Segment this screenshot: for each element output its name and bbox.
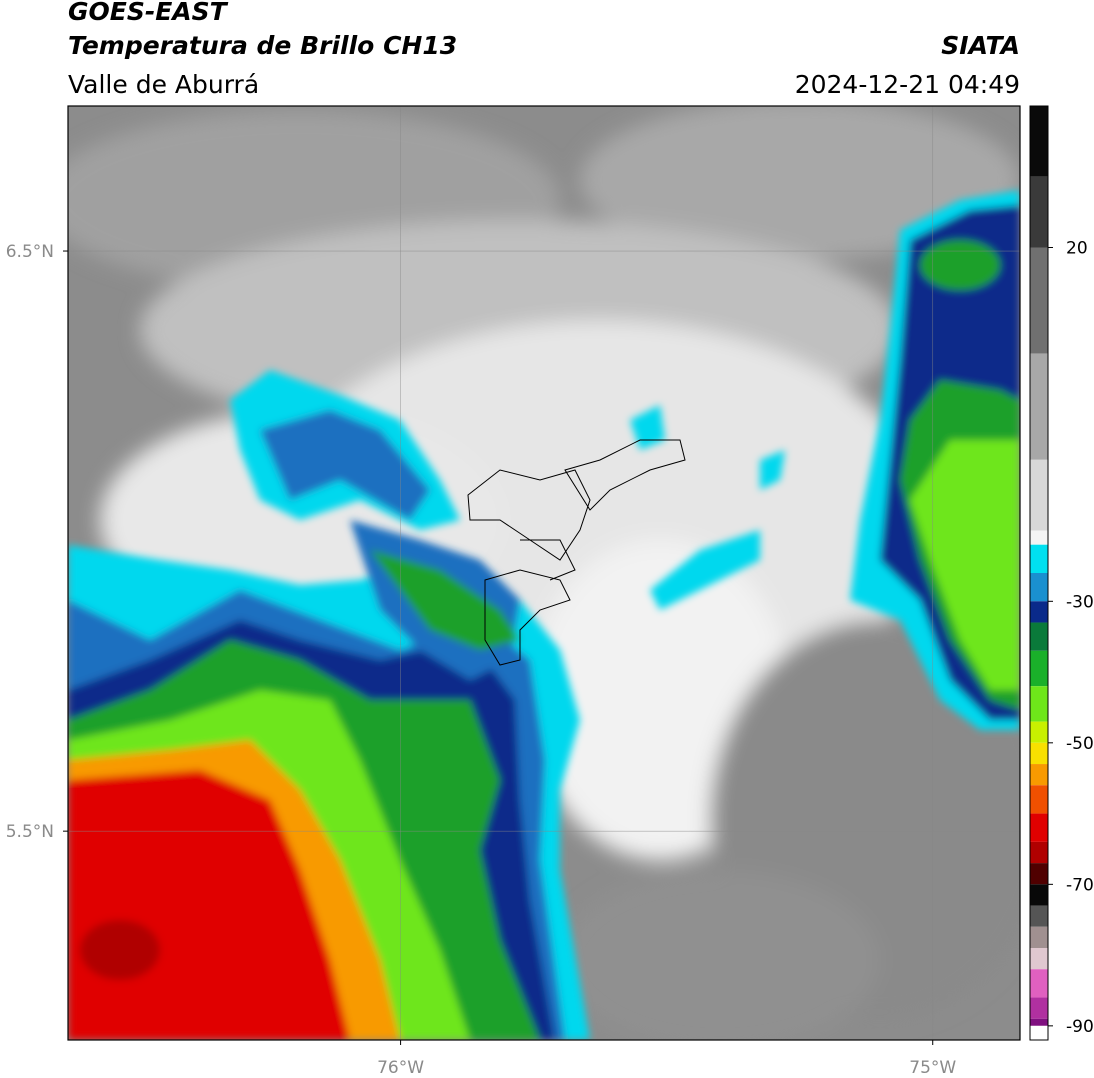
colorbar-segment [1030, 106, 1048, 177]
y-tick-label: 5.5°N [6, 822, 54, 842]
colorbar-segment [1030, 353, 1048, 460]
colorbar-tick-label: 20 [1066, 239, 1088, 259]
colorbar-tick-label: -30 [1066, 592, 1094, 612]
colorbar-segment [1030, 969, 1048, 998]
colorbar-segment [1030, 1025, 1048, 1040]
colorbar-segment [1030, 601, 1048, 623]
colorbar-segment [1030, 863, 1048, 885]
colorbar-tick-label: -90 [1066, 1017, 1094, 1037]
colorbar-segment [1030, 573, 1048, 602]
source-label: SIATA [941, 31, 1020, 60]
colorbar-segment [1030, 948, 1048, 970]
colorbar-segment [1030, 1018, 1048, 1026]
colorbar-tick-label: -50 [1066, 734, 1094, 754]
colorbar-segment [1030, 905, 1048, 927]
colorbar-segment [1030, 841, 1048, 864]
colorbar-segment [1030, 742, 1048, 765]
product-title: Temperatura de Brillo CH13 [68, 31, 457, 60]
x-tick-label: 75°W [909, 1058, 956, 1078]
colorbar-segment [1030, 721, 1048, 743]
satellite-field [68, 106, 1020, 1040]
colorbar-segment [1030, 544, 1048, 573]
colorbar-segment [1030, 650, 1048, 687]
colorbar-segment [1030, 459, 1048, 531]
map-frame [67, 105, 1021, 1041]
colorbar-tick-label: -70 [1066, 875, 1094, 895]
colorbar-segment [1030, 997, 1048, 1019]
colorbar-segment [1030, 785, 1048, 814]
colorbar-segment [1030, 622, 1048, 651]
colorbar-segment [1030, 176, 1048, 248]
colorbar-segment [1030, 926, 1048, 949]
colorbar-segment [1030, 686, 1048, 722]
satellite-title: GOES-EAST [68, 0, 229, 26]
colorbar-segment [1030, 530, 1048, 545]
x-tick-label: 76°W [377, 1058, 424, 1078]
colorbar-segment [1030, 813, 1048, 842]
colorbar-frame [1029, 105, 1049, 1041]
colorbar-segment [1030, 884, 1048, 906]
colorbar-segment [1030, 764, 1048, 786]
colorbar-segment [1030, 247, 1048, 354]
datetime-label: 2024-12-21 04:49 [795, 70, 1020, 99]
y-tick-label: 6.5°N [6, 242, 54, 262]
region-label: Valle de Aburrá [68, 70, 259, 99]
